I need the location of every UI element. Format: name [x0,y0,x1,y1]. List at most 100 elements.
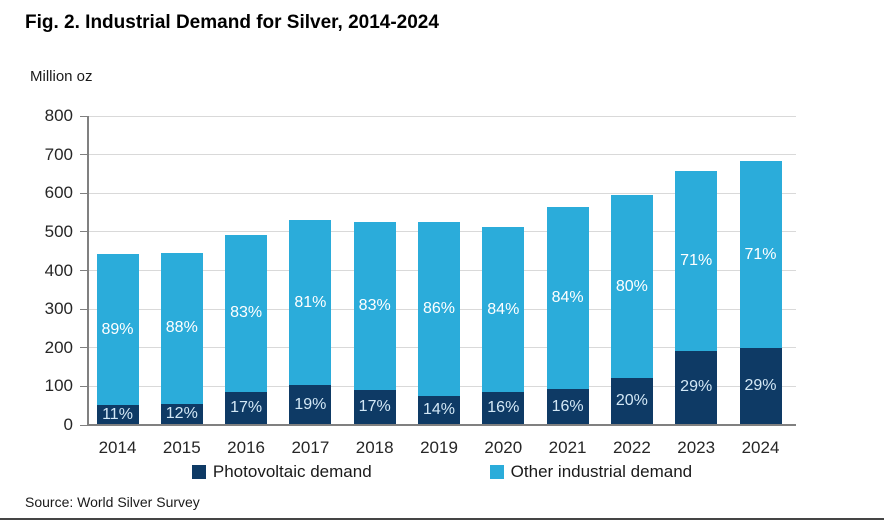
y-tick [80,385,87,387]
pct-label: 19% [294,395,327,413]
legend-label: Other industrial demand [510,462,693,481]
legend: Photovoltaic demand Other industrial dema… [0,462,884,482]
y-tick-label: 300 [44,299,73,319]
bar-group: 17% 83% [353,222,396,424]
pct-label: 88% [165,319,198,337]
bar-group: 29% 71% [739,161,782,424]
legend-item-photovoltaic-demand: Photovoltaic demand [191,462,372,482]
pct-label: 16% [487,399,520,417]
pct-label: 84% [551,289,584,307]
legend-swatch-other-industrial-demand [489,465,504,479]
y-tick [80,308,87,310]
bar-group: 17% 83% [225,234,268,424]
pct-label: 29% [744,376,777,394]
x-tick-label: 2020 [484,438,523,457]
y-tick-label: 0 [63,415,73,434]
y-tick [80,424,87,426]
figure-title: Fig. 2. Industrial Demand for Silver, 20… [25,12,439,33]
segment-photovoltaic-demand: 17% [353,389,396,424]
y-tick [80,154,87,156]
segment-photovoltaic-demand: 14% [418,395,460,424]
y-tick-label: 600 [44,183,73,203]
y-tick-label: 700 [44,144,73,164]
x-tick-label: 2014 [98,438,137,457]
segment-photovoltaic-demand: 17% [225,391,268,424]
bar-group: 16% 84% [482,227,525,424]
x-tick-label: 2021 [548,438,587,457]
unit-label: Million oz [30,68,93,85]
pct-label: 20% [615,392,648,410]
legend-item-other-industrial-demand: Other industrial demand [489,462,693,482]
legend-swatch-photovoltaic-demand [191,465,206,479]
pct-label: 16% [551,397,584,415]
segment-photovoltaic-demand: 29% [675,350,718,424]
segment-other-industrial-demand: 86% [418,221,460,396]
pct-label: 12% [165,404,198,422]
pct-label: 83% [230,304,263,322]
y-tick-label: 200 [44,337,73,357]
segment-photovoltaic-demand: 29% [739,347,782,424]
pct-label: 89% [101,320,134,338]
y-tick-label: 100 [44,376,73,396]
pct-label: 86% [422,299,456,317]
y-tick-label: 400 [44,260,73,280]
y-tick [80,347,87,349]
y-tick [80,115,87,117]
segment-photovoltaic-demand: 12% [160,403,203,424]
x-axis-line [87,424,796,426]
pct-label: 80% [615,277,648,295]
pct-label: 29% [680,378,713,396]
segment-photovoltaic-demand: 16% [546,389,589,424]
segment-other-industrial-demand: 81% [289,220,332,386]
x-tick-label: 2016 [227,438,265,457]
pct-label: 83% [358,296,391,314]
segment-photovoltaic-demand: 11% [96,405,139,424]
y-tick [80,231,87,233]
segment-photovoltaic-demand: 20% [610,378,653,424]
y-tick-label: 800 [44,106,73,125]
gridline [89,115,796,117]
y-tick [80,270,87,271]
gridline [89,154,796,156]
y-tick [80,192,87,194]
bar-group: 11% 89% [96,254,139,424]
x-tick-label: 2022 [612,438,651,457]
y-axis-line [87,116,89,425]
bar-group: 16% 84% [546,206,589,424]
pct-label: 17% [230,398,263,416]
pct-label: 11% [102,405,133,423]
segment-other-industrial-demand: 84% [546,206,589,390]
plot-area: 0 100 200 300 400 500 600 700 800 11% 89% 2014 12% 88… [45,106,796,457]
segment-other-industrial-demand: 89% [96,254,139,406]
pct-label: 84% [487,300,520,318]
x-tick-label: 2017 [291,438,330,457]
segment-other-industrial-demand: 80% [610,195,653,379]
segment-photovoltaic-demand: 16% [482,392,525,424]
pct-label: 14% [422,400,456,418]
segment-other-industrial-demand: 84% [482,227,525,393]
x-tick-label: 2015 [162,438,201,457]
x-tick-label: 2019 [420,438,458,457]
pct-label: 81% [294,293,327,311]
segment-photovoltaic-demand: 19% [289,385,332,424]
segment-other-industrial-demand: 83% [353,222,396,390]
gridline [89,192,796,194]
bottom-rule [0,518,884,520]
source-note: Source: World Silver Survey [25,494,200,510]
segment-other-industrial-demand: 71% [675,171,718,351]
bar-group: 29% 71% [675,171,718,424]
bar-group: 12% 88% [160,252,203,424]
segment-other-industrial-demand: 88% [160,252,203,404]
bar-group: 20% 80% [610,195,653,424]
bar-group: 19% 81% [289,220,332,424]
pct-label: 17% [358,397,391,415]
segment-other-industrial-demand: 71% [739,161,782,348]
x-tick-label: 2018 [355,438,394,457]
legend-label: Photovoltaic demand [212,462,372,481]
pct-label: 71% [680,251,713,269]
x-tick-label: 2024 [741,438,780,457]
x-tick-label: 2023 [677,438,716,457]
pct-label: 71% [744,245,777,263]
bar-group: 14% 86% [418,221,460,424]
